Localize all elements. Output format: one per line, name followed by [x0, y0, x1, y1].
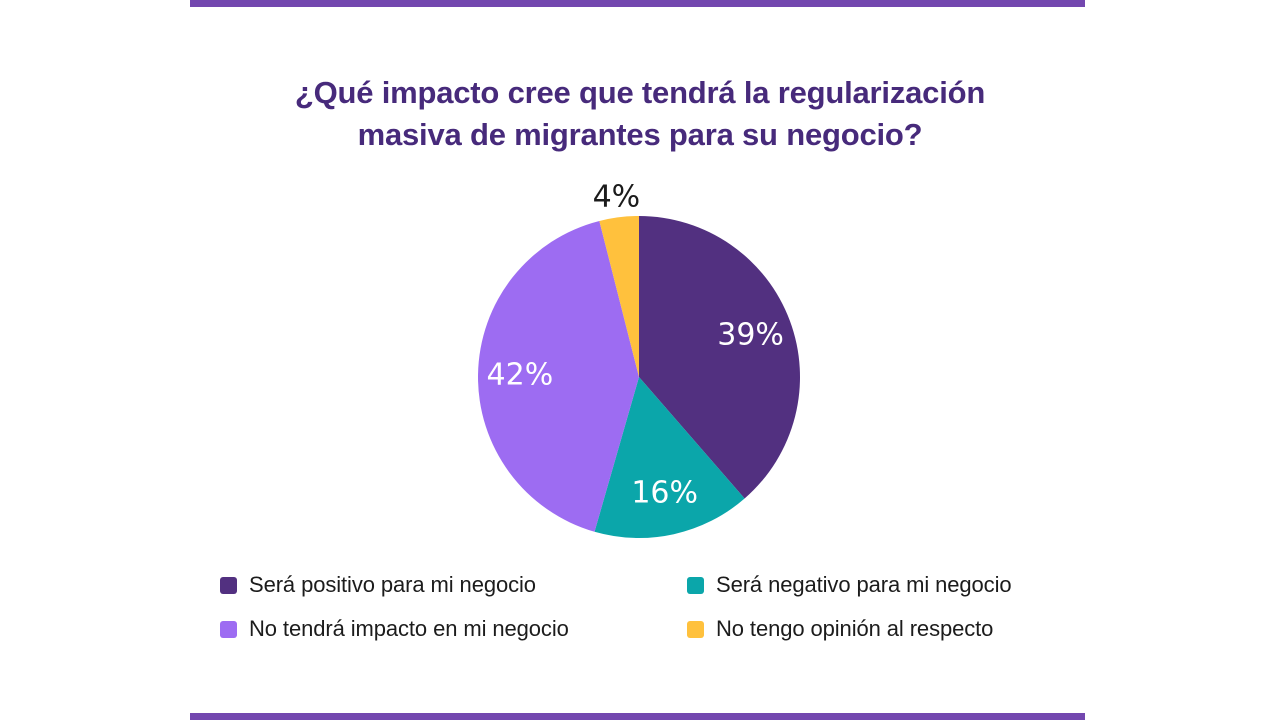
pie-slice-label-2: 42%: [486, 357, 554, 393]
legend-swatch-3: [687, 620, 704, 638]
legend-swatch-0: [220, 576, 237, 594]
pie-slice-label-0: 39%: [717, 317, 784, 353]
legend-item-label-0: Será positivo para mi negocio: [249, 572, 536, 597]
pie-slice-2: [478, 220, 639, 532]
legend-item-0: Será positivo para mi negocio: [220, 570, 687, 600]
chart-title-line-1: ¿Qué impacto cree que tendrá la regulari…: [294, 75, 986, 110]
legend-item-label-2: No tendrá impacto en mi negocio: [249, 616, 569, 641]
pie-svg: [478, 216, 800, 538]
pie-slice-label-1: 16%: [631, 475, 699, 511]
pie-slice-label-3: 4%: [592, 179, 641, 214]
legend-swatch-1: [687, 576, 704, 594]
legend: Será positivo para mi negocio Será negati…: [220, 570, 1070, 644]
legend-item-label-1: Será negativo para mi negocio: [716, 572, 1012, 597]
chart-title-line-2: masiva de migrantes para su negocio?: [357, 117, 923, 152]
pie-chart: [469, 207, 809, 547]
pie-slice-0: [639, 216, 800, 499]
legend-item-1: Será negativo para mi negocio: [687, 570, 1070, 600]
pie-slice-3: [599, 216, 639, 377]
legend-swatch-2: [220, 620, 237, 638]
chart-title: ¿Qué impacto cree que tendrá la regulari…: [0, 72, 1280, 156]
legend-item-label-3: No tengo opinión al respecto: [716, 616, 994, 641]
legend-item-2: No tendrá impacto en mi negocio: [220, 614, 687, 644]
legend-item-3: No tengo opinión al respecto: [687, 614, 1070, 644]
bottom-accent-bar: [190, 713, 1085, 720]
pie-slice-1: [594, 377, 745, 538]
top-accent-bar: [190, 0, 1085, 7]
